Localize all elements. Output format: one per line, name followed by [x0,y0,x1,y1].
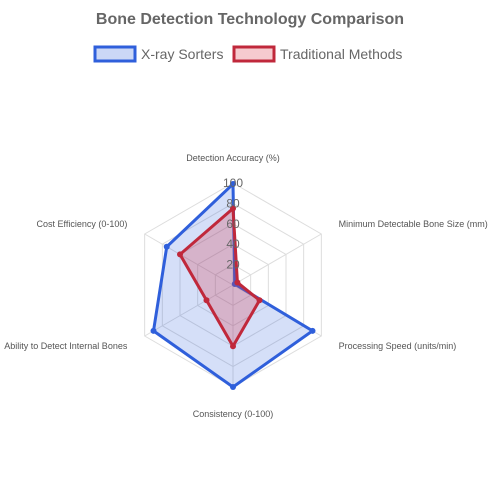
data-point-1-5[interactable] [176,251,183,258]
data-point-1-4[interactable] [203,297,210,304]
data-point-1-0[interactable] [230,205,236,212]
legend-item-xray[interactable]: X-ray Sorters [93,45,223,63]
data-point-0-2[interactable] [309,327,316,334]
tick-label: 60 [226,217,240,231]
data-point-0-3[interactable] [230,384,236,390]
data-point-0-5[interactable] [163,243,170,250]
legend-label-xray: X-ray Sorters [141,46,223,62]
legend-item-traditional[interactable]: Traditional Methods [232,45,402,63]
axis-label: Cost Efficiency (0-100) [36,219,127,229]
tick-label: 80 [226,196,240,210]
legend: X-ray Sorters Traditional Methods [93,45,402,63]
axis-label: Ability to Detect Internal Bones [4,341,128,351]
radar-series [150,180,316,390]
grid-spoke [232,233,322,286]
tick-label: 100 [223,176,243,190]
axis-label: Minimum Detectable Bone Size (mm) [339,219,488,229]
radar-axis-labels: Detection Accuracy (%) Minimum Detectable… [4,153,487,419]
axis-label: Processing Speed (units/min) [339,341,457,351]
data-point-0-4[interactable] [150,327,157,334]
legend-swatch-xray [93,45,137,63]
data-point-1-3[interactable] [230,343,236,350]
radar-tick-labels: 20 40 60 80 100 [223,176,243,272]
grid-spoke [144,284,234,337]
tick-label: 20 [226,258,240,272]
tick-label: 40 [226,237,240,251]
grid-spoke [144,233,234,286]
legend-swatch-traditional [232,45,276,63]
axis-label: Consistency (0-100) [193,409,274,419]
legend-label-traditional: Traditional Methods [280,46,402,62]
data-point-0-0[interactable] [230,181,236,188]
axis-label: Detection Accuracy (%) [186,153,280,163]
data-point-1-1[interactable] [234,279,241,286]
data-point-1-2[interactable] [256,297,263,304]
chart-title: Bone Detection Technology Comparison [96,11,404,28]
